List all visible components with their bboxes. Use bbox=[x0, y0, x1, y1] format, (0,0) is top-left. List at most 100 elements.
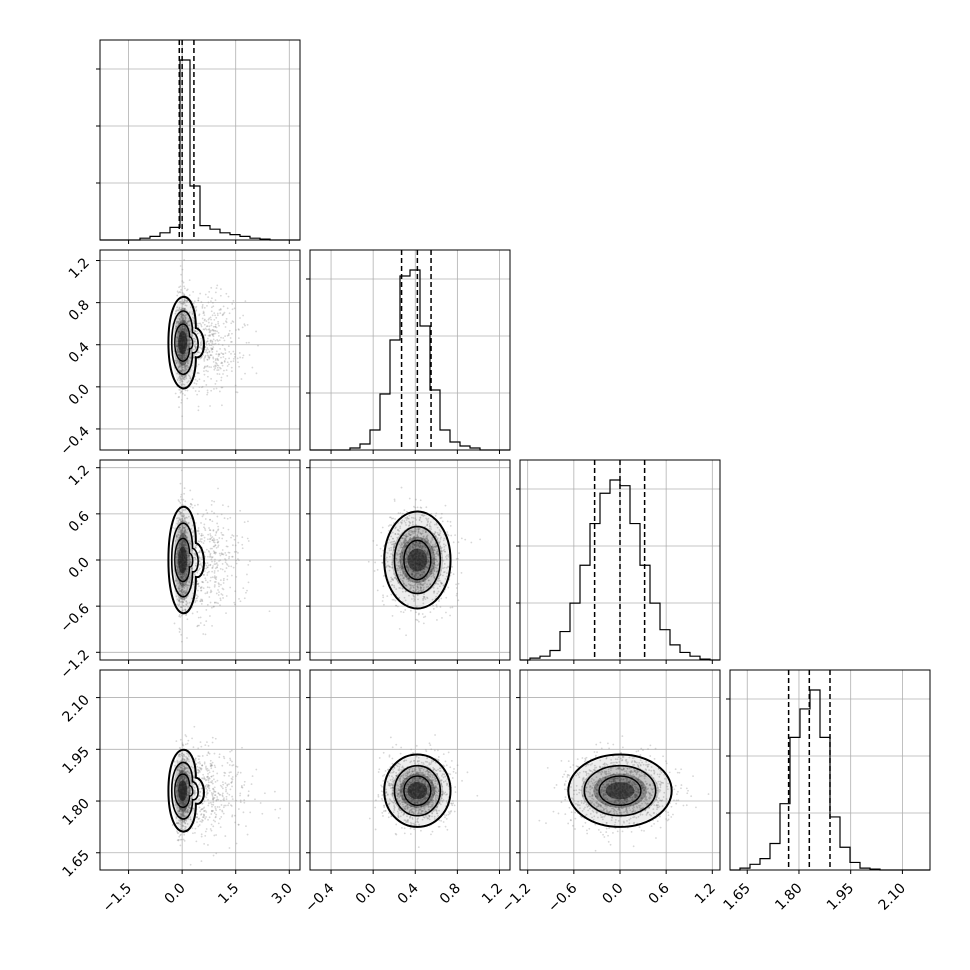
scatter-point bbox=[178, 800, 181, 803]
scatter-point bbox=[184, 367, 187, 369]
scatter-point bbox=[178, 339, 181, 342]
scatter-point bbox=[409, 534, 412, 537]
scatter-point bbox=[183, 767, 186, 770]
scatter-point bbox=[188, 580, 191, 583]
scatter-point bbox=[205, 811, 208, 813]
scatter-point bbox=[402, 577, 404, 580]
scatter-point bbox=[179, 755, 181, 758]
scatter-point bbox=[181, 797, 184, 800]
scatter-point bbox=[210, 590, 213, 593]
scatter-point bbox=[181, 525, 184, 528]
scatter-point bbox=[185, 569, 188, 571]
scatter-point bbox=[218, 756, 221, 759]
scatter-point bbox=[403, 534, 405, 537]
scatter-point bbox=[200, 522, 202, 524]
scatter-point bbox=[183, 526, 186, 529]
scatter-point bbox=[184, 803, 187, 806]
scatter-point bbox=[185, 375, 188, 378]
scatter-point bbox=[184, 609, 187, 611]
scatter-point bbox=[192, 326, 195, 329]
scatter-point bbox=[181, 330, 183, 332]
scatter-point bbox=[207, 533, 210, 536]
scatter-point bbox=[182, 320, 185, 323]
scatter-point bbox=[213, 545, 216, 548]
scatter-point bbox=[185, 556, 188, 559]
scatter-point bbox=[181, 550, 183, 553]
scatter-point bbox=[199, 820, 202, 823]
scatter-point bbox=[182, 539, 185, 542]
scatter-point bbox=[418, 555, 421, 557]
scatter-point bbox=[182, 333, 185, 336]
scatter-point bbox=[436, 570, 439, 573]
scatter-point bbox=[181, 824, 184, 826]
scatter-point bbox=[417, 532, 420, 534]
scatter-point bbox=[199, 352, 202, 355]
scatter-point bbox=[438, 598, 441, 601]
scatter-point bbox=[207, 550, 210, 552]
scatter-point bbox=[215, 834, 218, 836]
scatter-point bbox=[181, 801, 184, 804]
scatter-point bbox=[219, 597, 222, 600]
scatter-point bbox=[199, 616, 202, 619]
scatter-point bbox=[187, 774, 190, 777]
scatter-point bbox=[410, 559, 413, 562]
scatter-point bbox=[414, 545, 417, 548]
scatter-point bbox=[394, 518, 396, 520]
scatter-point bbox=[180, 797, 183, 800]
scatter-point bbox=[186, 588, 189, 590]
scatter-point bbox=[178, 327, 181, 330]
scatter-point bbox=[179, 362, 182, 365]
scatter-point bbox=[188, 320, 191, 322]
contour-line bbox=[170, 310, 199, 375]
scatter-point bbox=[399, 552, 402, 555]
scatter-point bbox=[178, 792, 181, 795]
scatter-point bbox=[177, 349, 179, 352]
scatter-point bbox=[207, 798, 209, 801]
panel-2-2 bbox=[516, 460, 720, 664]
scatter-point bbox=[215, 576, 218, 578]
scatter-point bbox=[179, 557, 182, 559]
scatter-point bbox=[238, 808, 240, 810]
scatter-point bbox=[243, 597, 246, 600]
scatter-point bbox=[184, 542, 187, 545]
scatter-point bbox=[181, 557, 184, 560]
scatter-point bbox=[181, 584, 183, 587]
scatter-point bbox=[185, 544, 188, 547]
scatter-point bbox=[217, 602, 219, 605]
scatter-point bbox=[182, 800, 184, 803]
scatter-point bbox=[417, 613, 420, 616]
scatter-point bbox=[184, 370, 187, 373]
scatter-point bbox=[432, 562, 435, 565]
scatter-point bbox=[185, 334, 188, 336]
scatter-point bbox=[182, 792, 185, 795]
scatter-point bbox=[230, 352, 232, 355]
scatter-point bbox=[202, 534, 204, 537]
scatter-point bbox=[180, 556, 183, 559]
scatter-point bbox=[179, 790, 182, 793]
scatter-point bbox=[182, 570, 185, 573]
scatter-point bbox=[182, 338, 185, 341]
scatter-point bbox=[381, 526, 384, 529]
scatter-point bbox=[185, 334, 188, 337]
scatter-point bbox=[225, 595, 228, 597]
scatter-point bbox=[206, 574, 209, 576]
scatter-point bbox=[230, 341, 232, 343]
scatter-point bbox=[216, 338, 219, 341]
scatter-point bbox=[181, 543, 184, 546]
scatter-point bbox=[398, 552, 401, 555]
scatter-point bbox=[176, 790, 179, 792]
scatter-point bbox=[208, 329, 211, 332]
scatter-point bbox=[413, 596, 416, 598]
scatter-point bbox=[185, 550, 188, 552]
scatter-point bbox=[214, 581, 217, 583]
scatter-point bbox=[416, 619, 419, 622]
scatter-point bbox=[193, 791, 195, 794]
scatter-point bbox=[198, 386, 201, 389]
scatter-point bbox=[412, 563, 415, 566]
scatter-point bbox=[179, 560, 182, 563]
scatter-point bbox=[186, 573, 188, 576]
scatter-point bbox=[422, 584, 424, 587]
scatter-point bbox=[186, 330, 189, 332]
scatter-point bbox=[396, 564, 398, 567]
scatter-point bbox=[458, 552, 460, 555]
